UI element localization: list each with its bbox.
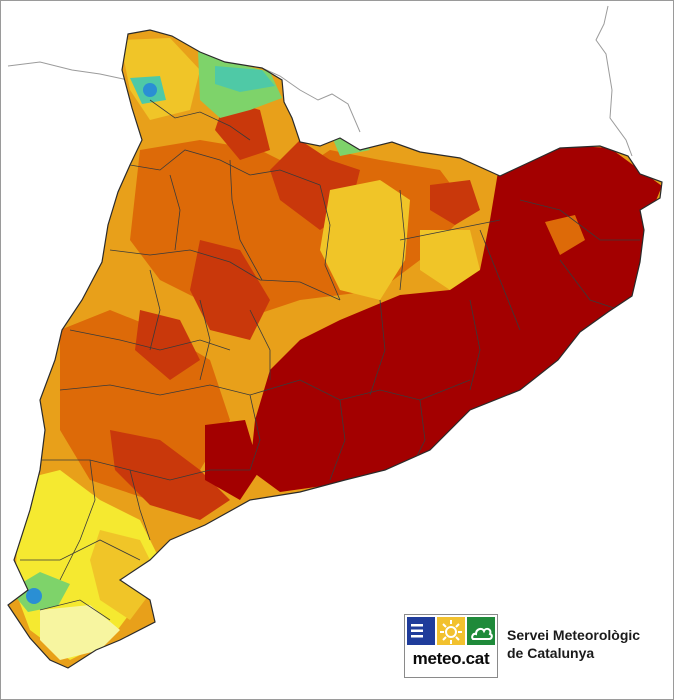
red-zone-west-1 — [135, 310, 200, 380]
meteocat-logo[interactable]: meteo.cat — [404, 614, 498, 678]
cloud-icon — [467, 617, 495, 645]
red-zone-central — [190, 240, 270, 340]
blue-spot-aran — [143, 83, 157, 97]
red-spot-ne — [430, 180, 480, 225]
orange-spot-east — [545, 215, 585, 255]
agency-line-2: de Catalunya — [507, 645, 595, 661]
teal-zone-pyrenees — [215, 66, 275, 92]
yellow-zone-ebro — [90, 530, 160, 620]
logo-wordmark: meteo.cat — [412, 649, 490, 668]
yellow-zone-central — [320, 180, 410, 300]
agency-name: Servei Meteorològic de Catalunya — [507, 626, 640, 662]
red-zone-south-west — [110, 430, 230, 520]
agency-line-1: Servei Meteorològic — [507, 627, 641, 643]
dark-red-zone-south — [205, 420, 260, 500]
pale-zone-delta — [40, 605, 120, 660]
blue-spot-south — [26, 588, 42, 604]
sun-icon — [437, 617, 465, 645]
waves-icon — [407, 617, 435, 645]
yellow-zone-east — [420, 230, 480, 290]
neighbour-borders — [7, 5, 633, 157]
